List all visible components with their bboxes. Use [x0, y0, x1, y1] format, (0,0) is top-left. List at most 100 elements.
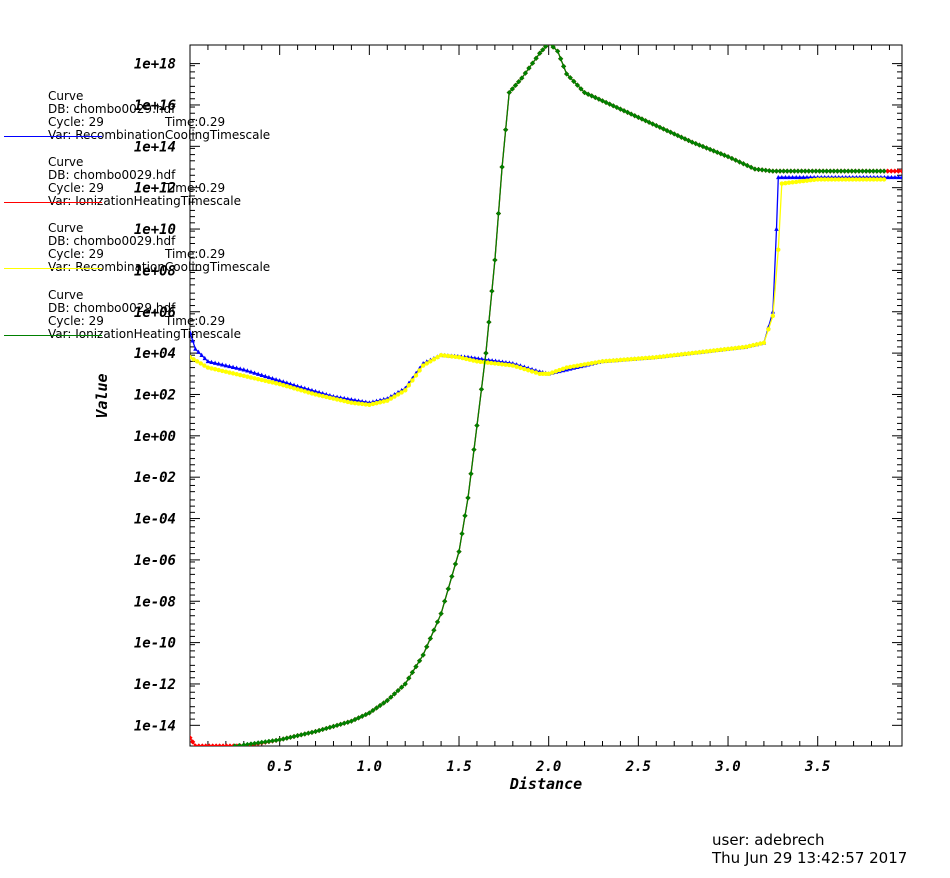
legend-time: Time:0.29 [165, 247, 226, 261]
data-point [715, 348, 720, 353]
data-point [607, 101, 613, 107]
data-point [269, 738, 276, 744]
data-point [557, 367, 562, 373]
data-point [352, 397, 358, 403]
data-point [284, 735, 290, 741]
data-point [700, 143, 706, 150]
legend-cycle-value: Cycle: 29 [48, 181, 104, 195]
data-point [614, 358, 620, 363]
data-point [571, 78, 577, 84]
y-tick-label: 1e-08 [134, 594, 176, 610]
legend-cycle-value: Cycle: 29 [48, 314, 104, 328]
data-point [199, 743, 205, 746]
legend-title: Curve [48, 288, 84, 302]
data-point [819, 177, 824, 182]
data-point [529, 369, 535, 374]
data-point [474, 359, 480, 364]
data-point [824, 168, 830, 174]
data-point [349, 397, 354, 402]
data-point [306, 390, 311, 395]
data-point [679, 352, 684, 357]
data-point [452, 561, 459, 567]
legend-cycle-value: Cycle: 29 [48, 115, 104, 129]
data-point [567, 75, 573, 81]
data-point [342, 395, 347, 401]
data-point [614, 104, 620, 111]
data-point [582, 362, 587, 367]
x-tick-label: 3.5 [804, 759, 830, 775]
data-point [216, 361, 221, 366]
data-point [820, 168, 826, 174]
data-point [220, 362, 225, 367]
data-point [270, 375, 275, 381]
legend-line-swatch [4, 335, 102, 336]
data-point [700, 349, 706, 355]
data-point [867, 168, 873, 174]
y-tick-label: 1e+00 [134, 429, 176, 445]
data-point [603, 99, 609, 106]
data-point [295, 733, 301, 739]
data-point [309, 387, 315, 393]
data-point [791, 168, 797, 174]
data-point [834, 168, 841, 174]
data-point [842, 168, 848, 174]
data-point [696, 142, 702, 148]
data-point [406, 675, 412, 681]
data-point [849, 168, 855, 174]
data-point [241, 367, 247, 372]
data-point [671, 131, 677, 137]
data-point [693, 350, 698, 355]
y-tick-label: 1e-06 [134, 553, 176, 569]
data-point [686, 351, 691, 356]
data-point [417, 368, 422, 373]
data-point [334, 397, 340, 402]
data-point [578, 86, 584, 92]
data-point [892, 168, 898, 174]
data-point [561, 63, 567, 69]
data-point [359, 401, 365, 407]
data-point [863, 168, 869, 174]
data-point [460, 355, 465, 361]
data-point [850, 177, 855, 182]
data-point [657, 354, 663, 360]
data-point [213, 743, 219, 746]
data-point [345, 396, 351, 401]
data-point [262, 739, 268, 745]
legend-time: Time:0.29 [165, 181, 226, 195]
data-point [391, 691, 398, 697]
data-point [822, 177, 827, 182]
data-point [543, 45, 549, 49]
data-point [234, 372, 239, 377]
legend-db: DB: chombo0029.hdf [48, 234, 176, 248]
data-point [540, 47, 546, 53]
x-tick-label: 1.0 [357, 759, 382, 775]
data-point [489, 288, 495, 294]
y-tick-label: 1e+10 [134, 222, 176, 238]
data-point [874, 177, 880, 182]
data-point [607, 358, 612, 364]
data-point [740, 161, 747, 167]
series-2 [190, 45, 902, 746]
data-point [359, 713, 365, 719]
data-point [564, 71, 570, 77]
data-point [434, 619, 441, 625]
data-point [813, 168, 819, 174]
data-point [199, 352, 204, 357]
data-point [522, 366, 527, 372]
data-point [255, 371, 261, 376]
data-point [632, 356, 637, 362]
data-point [384, 697, 390, 704]
legend-line-swatch [4, 268, 102, 269]
x-tick-label: 0.5 [267, 759, 292, 775]
legend-cycle: Cycle: 29 Time:0.29 [0, 116, 300, 129]
data-point [370, 401, 376, 407]
data-point [747, 343, 752, 349]
data-point [471, 447, 477, 453]
data-point [449, 573, 455, 580]
data-point [244, 741, 250, 746]
data-point [516, 79, 522, 85]
data-point [770, 313, 776, 319]
data-point [639, 116, 645, 122]
data-point [232, 743, 238, 746]
